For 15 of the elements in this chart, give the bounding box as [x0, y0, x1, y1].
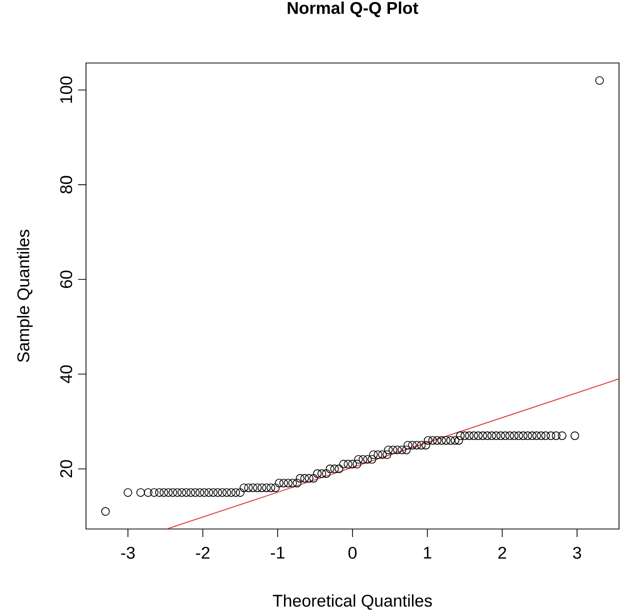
y-tick-label: 20	[60, 460, 72, 478]
chart-title: Normal Q-Q Plot	[288, 2, 418, 18]
x-tick-label: -1	[270, 546, 284, 558]
y-tick-label: 60	[60, 270, 72, 288]
x-tick-label: 3	[573, 546, 582, 559]
x-tick-label: -2	[196, 546, 210, 559]
y-axis-title: Sample Quantiles	[16, 230, 33, 362]
y-tick-label: 40	[60, 365, 72, 384]
x-tick-label: 2	[498, 546, 506, 559]
x-tick-label: 0	[348, 546, 357, 559]
x-axis-title: Theoretical Quantiles	[272, 594, 432, 610]
y-tick-label: 100	[60, 76, 72, 103]
y-tick-label: 80	[60, 176, 72, 194]
x-tick-label: 1	[424, 546, 432, 558]
x-tick-label: -3	[121, 546, 135, 559]
